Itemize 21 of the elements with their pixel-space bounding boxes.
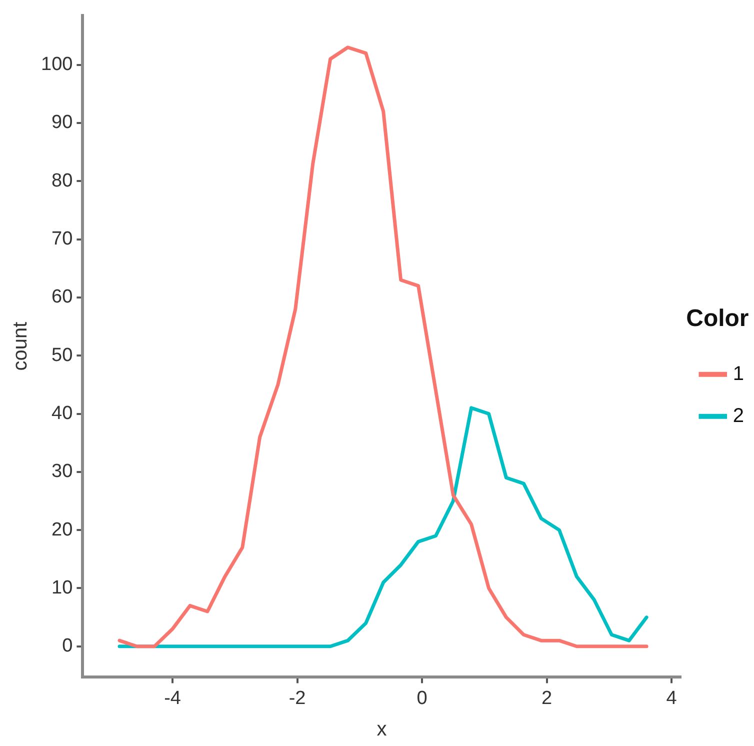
- x-tick-label: 0: [416, 688, 428, 709]
- x-tick-label: 2: [541, 688, 552, 709]
- y-tick-label: 50: [52, 344, 73, 366]
- legend-label: 1: [732, 362, 744, 385]
- legend-title: Color: [686, 305, 749, 332]
- y-tick-label: 70: [52, 228, 73, 250]
- y-tick-label: 0: [62, 636, 73, 657]
- legend-label: 2: [732, 404, 744, 427]
- x-axis-title: x: [376, 718, 387, 741]
- y-tick-label: 100: [41, 54, 73, 76]
- y-tick-label: 80: [52, 170, 73, 192]
- x-tick-label: -2: [288, 688, 306, 709]
- y-tick-label: 10: [52, 577, 73, 598]
- y-tick-label: 30: [52, 461, 73, 482]
- y-tick-label: 60: [52, 286, 73, 308]
- y-tick-label: 20: [52, 519, 73, 540]
- y-axis-title: count: [10, 321, 32, 371]
- y-tick-label: 90: [52, 112, 73, 134]
- y-tick-label: 40: [52, 402, 73, 424]
- x-tick-label: -4: [164, 688, 182, 709]
- x-tick-label: 4: [666, 688, 678, 709]
